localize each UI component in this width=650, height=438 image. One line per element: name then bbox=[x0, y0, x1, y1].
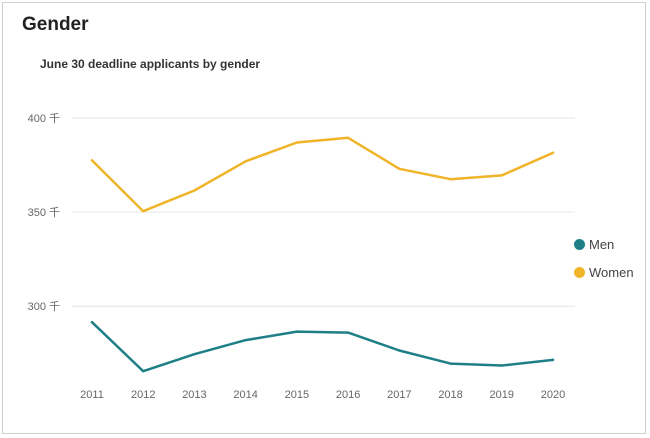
data-point-men bbox=[398, 349, 401, 352]
chart-title: June 30 deadline applicants by gender bbox=[40, 57, 261, 71]
x-tick-label: 2016 bbox=[336, 389, 360, 401]
x-tick-label: 2018 bbox=[438, 389, 462, 401]
series-line-women bbox=[90, 136, 555, 213]
data-point-women bbox=[142, 209, 145, 213]
x-tick-label: 2017 bbox=[387, 389, 411, 401]
data-point-men bbox=[500, 364, 503, 367]
legend-label: Men bbox=[589, 236, 615, 252]
data-point-men bbox=[90, 321, 94, 324]
data-point-women bbox=[500, 174, 503, 177]
series-line-men bbox=[90, 320, 555, 373]
data-point-women bbox=[90, 159, 94, 162]
x-tick-label: 2013 bbox=[182, 389, 206, 401]
data-point-men bbox=[142, 369, 145, 373]
data-point-women bbox=[346, 136, 350, 139]
data-point-men bbox=[346, 331, 350, 334]
data-point-women bbox=[244, 160, 247, 163]
legend-item-men[interactable]: Men bbox=[574, 234, 634, 254]
data-point-women bbox=[295, 141, 299, 144]
data-point-men bbox=[193, 353, 196, 356]
y-tick-label: 350 千 bbox=[28, 206, 60, 219]
data-point-men bbox=[449, 362, 452, 365]
x-tick-label: 2015 bbox=[285, 389, 309, 401]
data-point-women bbox=[193, 189, 196, 192]
data-point-men bbox=[295, 330, 299, 333]
x-tick-label: 2020 bbox=[541, 389, 565, 401]
x-tick-label: 2014 bbox=[233, 389, 257, 401]
x-tick-label: 2012 bbox=[131, 389, 155, 401]
x-tick-label: 2011 bbox=[80, 389, 104, 401]
y-tick-label: 400 千 bbox=[28, 112, 60, 125]
y-tick-label: 300 千 bbox=[28, 300, 60, 313]
legend-item-women[interactable]: Women bbox=[574, 262, 634, 282]
legend-marker bbox=[574, 238, 585, 250]
data-point-women bbox=[551, 151, 555, 155]
data-point-women bbox=[449, 177, 452, 181]
chart-legend: Men Women bbox=[574, 234, 634, 290]
data-point-women bbox=[398, 167, 401, 171]
legend-marker bbox=[574, 266, 585, 278]
page-title: Gender bbox=[22, 14, 89, 35]
x-tick-label: 2019 bbox=[490, 389, 514, 401]
legend-label: Women bbox=[589, 264, 634, 280]
data-point-men bbox=[244, 338, 247, 342]
data-point-men bbox=[551, 358, 555, 362]
